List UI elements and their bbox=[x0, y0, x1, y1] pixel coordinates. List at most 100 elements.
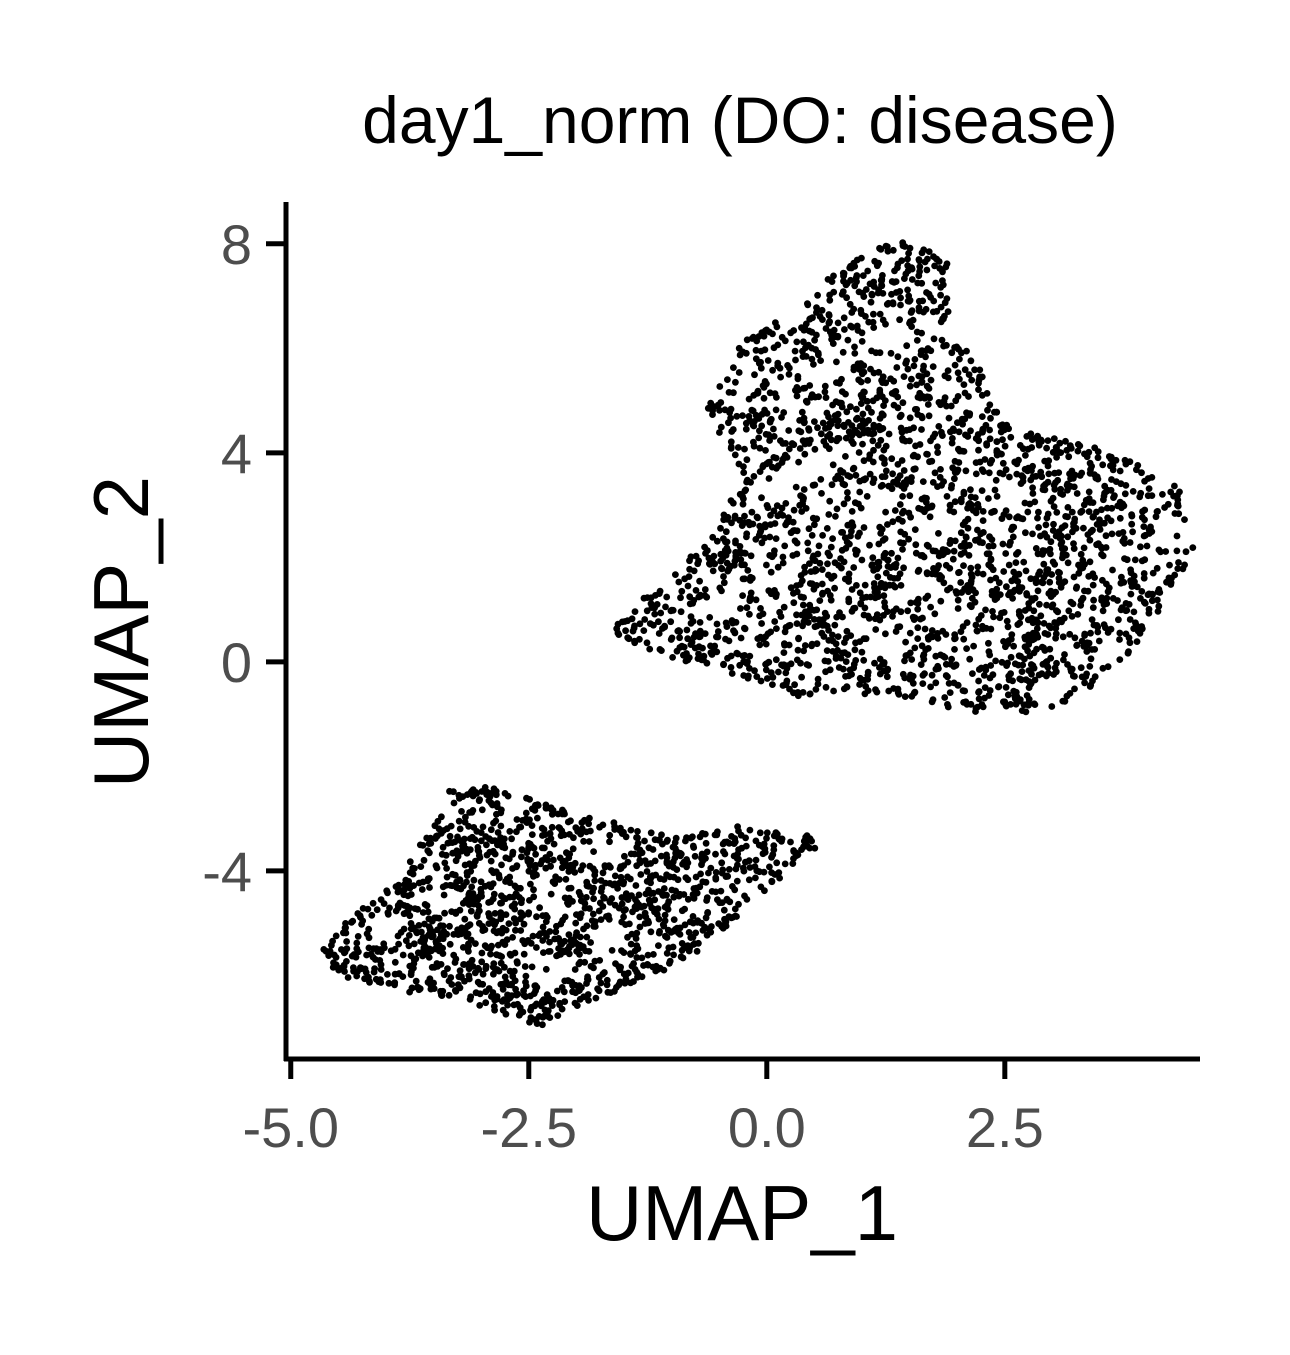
data-point bbox=[1140, 574, 1148, 582]
data-point bbox=[864, 267, 872, 275]
data-point bbox=[401, 886, 408, 894]
data-point bbox=[857, 306, 865, 314]
data-point bbox=[690, 844, 698, 851]
data-point bbox=[391, 958, 399, 966]
data-point bbox=[867, 298, 875, 306]
data-point bbox=[618, 947, 625, 954]
data-point bbox=[851, 426, 859, 434]
data-point bbox=[640, 902, 648, 910]
data-point bbox=[844, 336, 852, 344]
data-point bbox=[1068, 613, 1076, 620]
data-point bbox=[752, 536, 760, 543]
data-point bbox=[982, 421, 990, 429]
data-point bbox=[1029, 636, 1037, 644]
data-point bbox=[795, 427, 803, 435]
data-point bbox=[1035, 524, 1042, 531]
data-point bbox=[571, 966, 579, 973]
data-point bbox=[420, 856, 428, 864]
data-point bbox=[713, 620, 721, 628]
data-point bbox=[801, 450, 809, 458]
data-point bbox=[761, 845, 769, 853]
data-point bbox=[851, 604, 859, 612]
data-point bbox=[395, 970, 403, 977]
data-point bbox=[807, 568, 815, 575]
data-point bbox=[426, 926, 434, 934]
data-point bbox=[892, 560, 900, 568]
data-point bbox=[1059, 491, 1067, 498]
data-point bbox=[450, 951, 458, 959]
data-point bbox=[672, 571, 679, 578]
data-point bbox=[1002, 643, 1009, 651]
data-point bbox=[727, 414, 734, 422]
data-point bbox=[682, 657, 690, 665]
data-point bbox=[740, 867, 748, 875]
data-point bbox=[748, 406, 756, 414]
data-point bbox=[720, 535, 727, 542]
data-point bbox=[501, 963, 508, 971]
data-point bbox=[813, 640, 821, 648]
data-point bbox=[681, 905, 688, 913]
data-point bbox=[547, 804, 555, 812]
data-point bbox=[828, 574, 835, 582]
data-point bbox=[648, 904, 656, 912]
data-point bbox=[725, 389, 733, 396]
data-point bbox=[676, 852, 684, 859]
data-point bbox=[734, 444, 742, 451]
data-point bbox=[448, 908, 455, 915]
data-point bbox=[937, 466, 944, 473]
data-point bbox=[501, 973, 509, 981]
data-point bbox=[532, 982, 539, 990]
data-point bbox=[728, 833, 735, 840]
data-point bbox=[846, 300, 854, 308]
data-point bbox=[844, 495, 851, 502]
data-point bbox=[647, 594, 655, 602]
data-point bbox=[650, 951, 657, 958]
data-point bbox=[769, 366, 776, 374]
data-point bbox=[1182, 548, 1190, 556]
data-point bbox=[711, 642, 719, 650]
data-point bbox=[465, 972, 473, 980]
data-point bbox=[440, 928, 448, 935]
data-point bbox=[939, 627, 947, 635]
data-point bbox=[533, 1000, 540, 1008]
data-point bbox=[825, 637, 833, 644]
data-point bbox=[611, 823, 618, 830]
data-point bbox=[684, 635, 692, 643]
data-point bbox=[463, 878, 470, 886]
data-point bbox=[342, 920, 349, 927]
data-point bbox=[1032, 545, 1040, 552]
data-point bbox=[758, 539, 766, 547]
data-point bbox=[875, 558, 883, 566]
data-point bbox=[384, 971, 391, 978]
data-point bbox=[1064, 559, 1072, 567]
data-point bbox=[985, 639, 992, 647]
data-point bbox=[914, 635, 922, 642]
data-point bbox=[522, 972, 530, 980]
data-point bbox=[1039, 550, 1046, 558]
data-point bbox=[727, 497, 735, 504]
data-point bbox=[970, 642, 977, 650]
data-point bbox=[899, 436, 907, 444]
data-point bbox=[721, 850, 729, 858]
data-point bbox=[1120, 535, 1128, 542]
data-point bbox=[485, 899, 492, 906]
data-point bbox=[590, 895, 597, 903]
data-point bbox=[1088, 646, 1096, 653]
data-point bbox=[686, 600, 694, 608]
data-point bbox=[583, 828, 590, 836]
data-point bbox=[810, 616, 818, 623]
data-point bbox=[914, 605, 922, 613]
data-point bbox=[413, 928, 420, 936]
data-point bbox=[529, 932, 537, 940]
data-point bbox=[605, 912, 612, 920]
data-point bbox=[877, 436, 885, 444]
data-point bbox=[741, 624, 748, 632]
data-point bbox=[733, 877, 741, 885]
data-point bbox=[955, 459, 963, 466]
data-point bbox=[616, 879, 624, 887]
data-point bbox=[615, 904, 623, 912]
data-point bbox=[670, 916, 678, 923]
data-point bbox=[1100, 496, 1107, 504]
data-point bbox=[943, 295, 951, 302]
data-point bbox=[478, 958, 486, 966]
